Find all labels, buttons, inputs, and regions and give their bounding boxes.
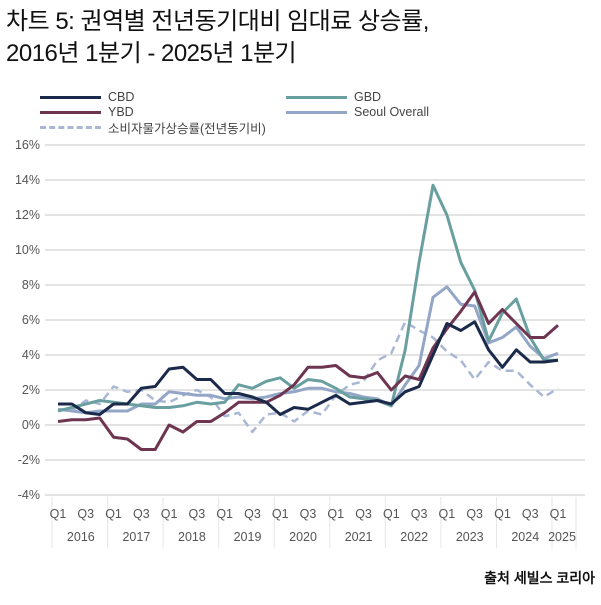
series-line-gbd bbox=[57, 183, 558, 413]
x-tick-label-year: 2018 bbox=[178, 530, 206, 544]
y-tick-label: 10% bbox=[15, 243, 40, 257]
legend-label-ybd: YBD bbox=[108, 105, 134, 119]
y-tick-label: 12% bbox=[15, 208, 40, 222]
chart-title-line-1: 차트 5: 권역별 전년동기대비 임대료 상승률, bbox=[6, 8, 429, 35]
legend-item-cbd: CBD bbox=[40, 90, 134, 104]
source-note: 출처 세빌스 코리아 bbox=[484, 570, 595, 586]
legend-label-gbd: GBD bbox=[354, 90, 382, 104]
series-line-cbd bbox=[58, 320, 559, 416]
y-tick-label: -4% bbox=[18, 488, 40, 502]
series-line-seoul-overall bbox=[57, 285, 559, 415]
x-tick-label-year: 2021 bbox=[345, 530, 373, 544]
y-tick-label: -2% bbox=[18, 453, 40, 467]
x-tick-label-quarter: Q1 bbox=[550, 507, 567, 521]
y-axis: 16% 14% 12% 10% 8% 6% 4% 2% 0% -2% -4% bbox=[15, 138, 40, 502]
x-tick-label-year: 2016 bbox=[67, 530, 95, 544]
series-line-ybd bbox=[57, 290, 559, 451]
x-tick-label-year: 2017 bbox=[122, 530, 150, 544]
x-tick-label-quarter: Q3 bbox=[466, 507, 483, 521]
legend-item-seoul-overall: Seoul Overall bbox=[286, 105, 429, 119]
x-tick-label-quarter: Q3 bbox=[411, 507, 428, 521]
legend-label-cpi: 소비자물가상승률(전년동기비) bbox=[108, 121, 266, 136]
x-tick-label-quarter: Q1 bbox=[272, 507, 289, 521]
x-tick-label-quarter: Q1 bbox=[161, 507, 178, 521]
x-tick-label-quarter: Q1 bbox=[327, 507, 344, 521]
x-axis: Q1 Q3 Q1 Q3 Q1 Q3 Q1 Q3 Q1 Q3 Q1 Q3 Q1 Q3 Q1 Q3 Q1 Q3 Q120… bbox=[50, 497, 577, 548]
x-tick-label-quarter: Q3 bbox=[522, 507, 539, 521]
chart-title: 차트 5: 권역별 전년동기대비 임대료 상승률, 2016년 1분기 - 20… bbox=[6, 6, 429, 70]
legend-swatch-ybd bbox=[40, 110, 101, 114]
legend-item-gbd: GBD bbox=[286, 90, 381, 104]
x-tick-label-year: 2025 bbox=[548, 530, 576, 544]
series-lines bbox=[57, 183, 559, 451]
legend-swatch-cpi bbox=[40, 125, 101, 129]
legend-item-ybd: YBD bbox=[40, 105, 134, 119]
x-tick-label-quarter: Q3 bbox=[300, 507, 317, 521]
x-tick-label-quarter: Q1 bbox=[50, 507, 67, 521]
legend: CBD YBD 소비자물가상승률(전년동기비) GBD Seoul Overal… bbox=[0, 90, 601, 140]
x-tick-label-quarter: Q1 bbox=[383, 507, 400, 521]
x-tick-label-quarter: Q1 bbox=[216, 507, 233, 521]
y-tick-label: 6% bbox=[22, 313, 40, 327]
y-tick-label: 14% bbox=[15, 173, 40, 187]
y-tick-label: 2% bbox=[22, 383, 40, 397]
x-tick-label-year: 2022 bbox=[400, 530, 428, 544]
legend-label-cbd: CBD bbox=[108, 90, 135, 104]
legend-swatch-gbd bbox=[286, 95, 347, 99]
x-tick-label-year: 2019 bbox=[234, 530, 262, 544]
y-tick-label: 8% bbox=[22, 278, 40, 292]
legend-item-cpi: 소비자물가상승률(전년동기비) bbox=[40, 120, 266, 136]
legend-swatch-cbd bbox=[40, 95, 101, 99]
gridlines bbox=[45, 144, 585, 496]
x-tick-label-quarter: Q3 bbox=[244, 507, 261, 521]
legend-swatch-seoul-overall bbox=[286, 110, 347, 114]
x-tick-label-year: 2024 bbox=[511, 530, 539, 544]
x-tick-label-year: 2023 bbox=[456, 530, 484, 544]
legend-label-seoul-overall: Seoul Overall bbox=[354, 105, 430, 119]
x-tick-label-quarter: Q3 bbox=[77, 507, 94, 521]
y-tick-label: 0% bbox=[22, 418, 40, 432]
x-tick-label-quarter: Q1 bbox=[105, 507, 122, 521]
x-tick-label-quarter: Q1 bbox=[494, 507, 511, 521]
chart-title-line-2: 2016년 1분기 - 2025년 1분기 bbox=[6, 40, 297, 67]
x-tick-label-quarter: Q1 bbox=[439, 507, 456, 521]
x-tick-label-year: 2020 bbox=[289, 530, 317, 544]
x-tick-label-quarter: Q3 bbox=[189, 507, 206, 521]
x-tick-label-quarter: Q3 bbox=[355, 507, 372, 521]
y-tick-label: 4% bbox=[22, 348, 40, 362]
x-tick-label-quarter: Q3 bbox=[133, 507, 150, 521]
y-tick-label: 16% bbox=[15, 138, 40, 152]
